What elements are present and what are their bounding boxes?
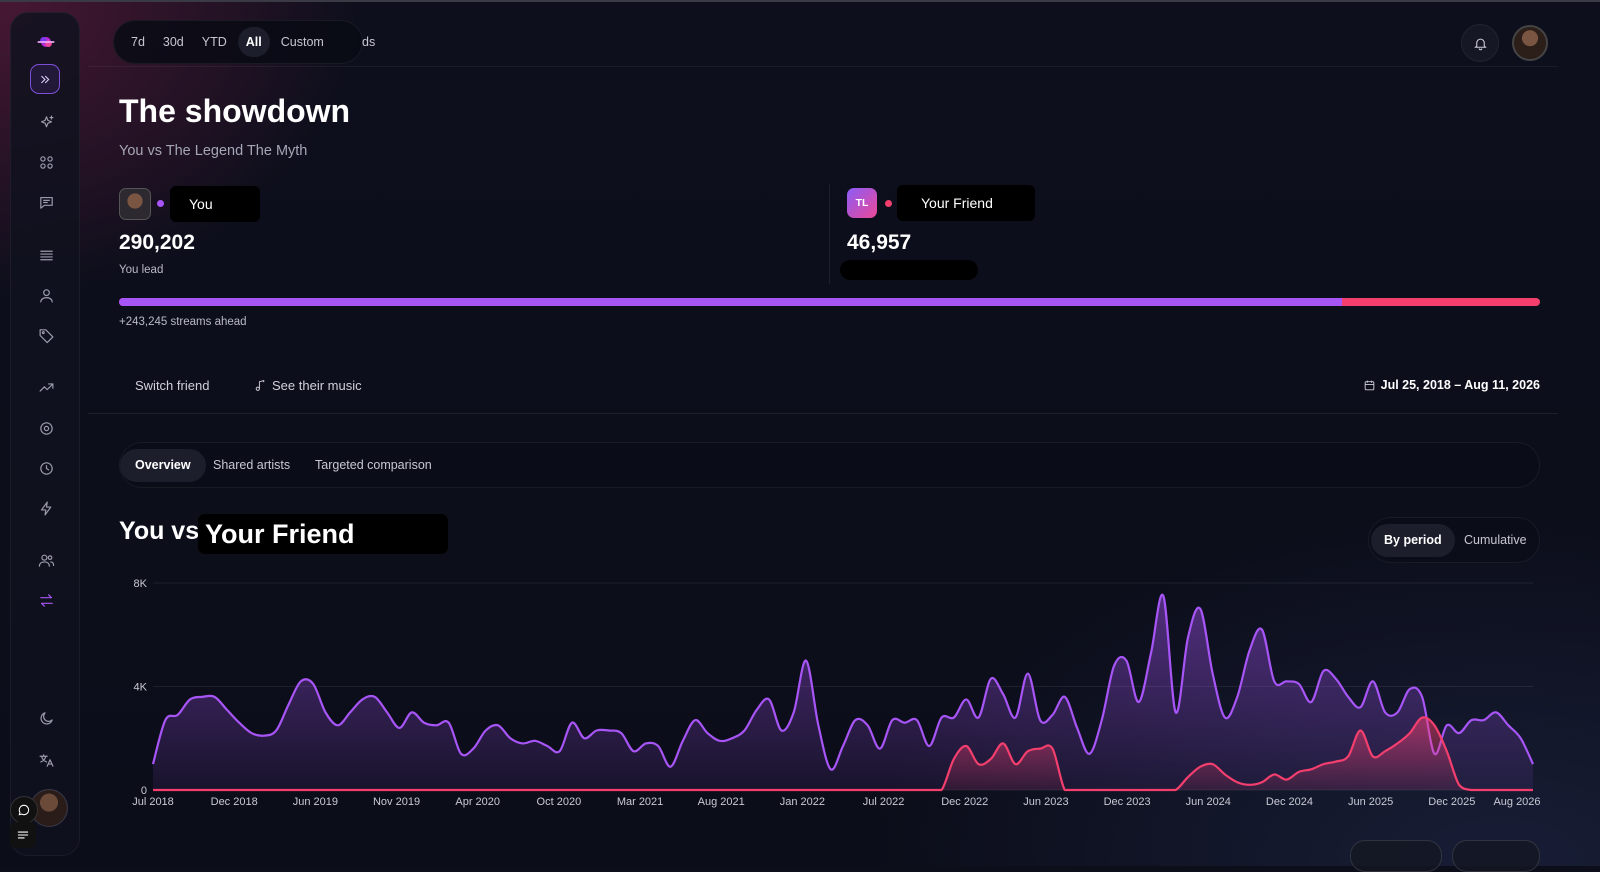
friend-series-area [153, 717, 1533, 790]
tab-overview[interactable]: Overview [120, 449, 206, 482]
switch-friend-button[interactable]: Switch friend [135, 378, 209, 393]
sparkles-icon[interactable] [36, 112, 56, 132]
list-icon[interactable] [36, 245, 56, 265]
x-tick-label: Jun 2023 [1023, 796, 1068, 808]
you-color-dot [157, 200, 164, 207]
you-name: You [170, 186, 260, 222]
x-tick-label: Oct 2020 [537, 796, 582, 808]
chat-button[interactable] [10, 796, 38, 824]
x-tick-label: Jun 2024 [1186, 796, 1231, 808]
competitor-divider [829, 184, 830, 284]
date-range-display[interactable]: Jul 25, 2018 – Aug 11, 2026 [1363, 378, 1540, 392]
friend-status-redacted [840, 260, 978, 280]
message-icon[interactable] [36, 192, 56, 212]
tab-targeted-comparison[interactable]: Targeted comparison [315, 458, 432, 472]
you-share-fill [119, 298, 1343, 306]
x-tick-label: Dec 2023 [1104, 796, 1151, 808]
cumulative-button[interactable]: Cumulative [1464, 533, 1527, 547]
x-tick-label: Jan 2022 [780, 796, 825, 808]
bolt-icon[interactable] [36, 498, 56, 518]
tab-shared-artists[interactable]: Shared artists [213, 458, 291, 472]
share-bar [119, 298, 1540, 306]
bell-icon [1473, 38, 1487, 50]
friend-color-dot [885, 200, 892, 207]
range-30d[interactable]: 30d [162, 35, 184, 49]
sidebar [10, 12, 80, 856]
x-tick-label: Jun 2025 [1348, 796, 1393, 808]
streams-ahead-text: +243,245 streams ahead [119, 316, 247, 328]
chart-mode-toggle: By period Cumulative [1368, 517, 1540, 563]
x-tick-label: Aug 2021 [698, 796, 745, 808]
you-streams: 290,202 [119, 231, 195, 254]
expand-icon [40, 75, 49, 83]
x-tick-label: Aug 2026 [1493, 796, 1540, 808]
see-their-music-button[interactable]: See their music [254, 378, 362, 393]
see-music-label: See their music [272, 378, 362, 393]
friend-avatar: TL [847, 188, 877, 218]
music-note-icon [255, 380, 265, 391]
y-tick-label: 8K [134, 578, 148, 590]
x-tick-label: Apr 2020 [455, 796, 500, 808]
calendar-icon [1364, 380, 1374, 390]
x-tick-label: Jul 2018 [132, 796, 174, 808]
top-bar: 7d 30d YTD All Custom [88, 18, 1558, 67]
user-icon[interactable] [36, 285, 56, 305]
you-status: You lead [119, 264, 164, 276]
notifications-button[interactable] [1461, 24, 1499, 62]
tag-icon[interactable] [36, 325, 56, 345]
x-tick-label: Jun 2019 [293, 796, 338, 808]
x-tick-label: Jul 2022 [863, 796, 905, 808]
swap-icon[interactable] [36, 590, 56, 610]
bottom-control-right [1452, 840, 1540, 872]
you-series-line [151, 593, 1534, 771]
streams-chart: 0 4K 8K Jul 2018 Dec 2018 Jun 2019 Nov 2019 Apr… [132, 578, 1540, 808]
switch-friend-label: Switch friend [135, 378, 210, 393]
range-7d[interactable]: 7d [131, 35, 145, 49]
you-avatar [119, 188, 151, 220]
tab-bar: Overview Shared artists Targeted compari… [119, 442, 1540, 488]
menu-icon [17, 831, 29, 839]
moon-icon[interactable] [36, 708, 56, 728]
window-top-border [0, 0, 1600, 2]
chart-title-friend: Your Friend [198, 514, 448, 554]
x-tick-label: Mar 2021 [617, 796, 663, 808]
friend-name: Your Friend [897, 185, 1035, 221]
grid-icon[interactable] [36, 152, 56, 172]
clock-icon[interactable] [36, 458, 56, 478]
page-title: The showdown [119, 93, 351, 129]
logo-icon[interactable] [36, 32, 56, 52]
user-avatar[interactable] [1512, 25, 1548, 61]
users-icon[interactable] [36, 550, 56, 570]
y-tick-label: 4K [134, 682, 148, 694]
section-divider [88, 413, 1558, 414]
expand-sidebar-button[interactable] [30, 64, 60, 94]
vinyl-icon[interactable] [36, 418, 56, 438]
action-row: Switch friend See their music Jul 25, 20… [119, 362, 1540, 410]
translate-icon[interactable] [36, 750, 56, 770]
range-ytd[interactable]: YTD [201, 35, 227, 49]
range-custom[interactable]: Custom [280, 35, 324, 49]
x-tick-label: Dec 2024 [1266, 796, 1313, 808]
you-series-area [153, 594, 1533, 790]
x-tick-label: Dec 2022 [941, 796, 988, 808]
time-range-selector: 7d 30d YTD All Custom [113, 20, 363, 64]
range-overflow-text: ds [362, 35, 376, 49]
friend-streams: 46,957 [847, 231, 912, 254]
friend-series-line [152, 716, 1533, 792]
trending-icon[interactable] [36, 377, 56, 397]
date-range-label: Jul 25, 2018 – Aug 11, 2026 [1380, 378, 1540, 392]
chat-icon [18, 804, 30, 816]
page-subtitle: You vs The Legend The Myth [119, 143, 308, 159]
chart-title-prefix: You vs [119, 517, 200, 545]
x-tick-label: Dec 2018 [211, 796, 258, 808]
y-tick-label: 0 [141, 785, 147, 797]
x-tick-label: Dec 2025 [1428, 796, 1475, 808]
bottom-control-left [1350, 840, 1442, 872]
x-tick-label: Nov 2019 [373, 796, 420, 808]
menu-button[interactable] [10, 822, 36, 848]
range-all[interactable]: All [237, 27, 270, 57]
by-period-button[interactable]: By period [1371, 524, 1455, 557]
